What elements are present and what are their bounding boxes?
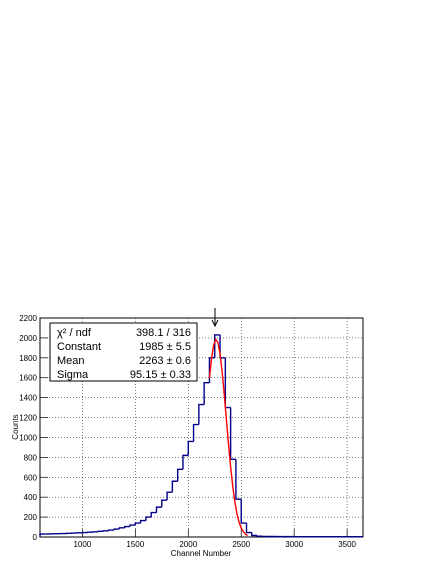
histogram-bin xyxy=(203,382,210,405)
x-tick-label: 1000 xyxy=(73,540,91,549)
stat-value: 1985 ± 5.5 xyxy=(139,341,191,353)
histogram-bin xyxy=(251,532,258,537)
x-axis-label: Channel Number xyxy=(171,549,232,558)
histogram-bin xyxy=(235,459,242,500)
y-tick-label: 400 xyxy=(24,493,38,502)
y-tick-label: 600 xyxy=(24,473,38,482)
y-tick-label: 200 xyxy=(24,513,38,522)
stat-box xyxy=(49,322,198,382)
histogram-bin xyxy=(166,491,173,501)
x-tick-label: 2500 xyxy=(232,540,250,549)
histogram-bin xyxy=(245,523,252,534)
x-tick-label: 3000 xyxy=(285,540,303,549)
stat-value: 95.15 ± 0.33 xyxy=(130,369,191,381)
histogram-bin xyxy=(124,525,131,528)
histogram-bin xyxy=(224,357,231,409)
histogram-bin xyxy=(187,440,194,456)
histogram-bin xyxy=(198,403,205,425)
histogram-bin xyxy=(108,529,115,531)
x-tick-label: 3500 xyxy=(338,540,356,549)
y-tick-label: 0 xyxy=(33,533,38,542)
stat-label: χ² / ndf xyxy=(57,327,92,339)
histogram-bin xyxy=(155,506,162,513)
plot-frame xyxy=(39,317,364,538)
histogram-bin xyxy=(161,499,168,508)
stat-label: Constant xyxy=(57,341,101,353)
histogram-bin xyxy=(240,499,247,524)
histogram-bin xyxy=(139,519,146,524)
peak-arrow xyxy=(211,308,219,328)
histogram-bin xyxy=(219,334,226,359)
histogram-bin xyxy=(39,533,46,537)
y-axis-label: Counts xyxy=(11,414,20,439)
histogram-bin xyxy=(118,527,125,530)
histogram-bin xyxy=(182,454,189,470)
histogram-bin xyxy=(214,334,221,358)
y-tick-label: 1400 xyxy=(19,394,37,403)
stat-value: 2263 ± 0.6 xyxy=(139,355,191,367)
histogram-bin xyxy=(256,535,263,537)
y-tick-label: 1800 xyxy=(19,354,37,363)
y-tick-label: 2200 xyxy=(19,314,37,323)
histogram-bin xyxy=(113,528,120,531)
histogram-bin xyxy=(129,524,136,527)
y-tick-label: 1200 xyxy=(19,414,37,423)
y-tick-label: 1000 xyxy=(19,433,37,442)
histogram-bin xyxy=(176,468,183,482)
stat-label: Sigma xyxy=(57,369,89,381)
histogram-bin xyxy=(192,423,199,442)
histogram-bin xyxy=(171,480,178,493)
histogram-bin xyxy=(134,522,141,526)
y-tick-label: 800 xyxy=(24,453,38,462)
y-tick-label: 2000 xyxy=(19,334,37,343)
histogram-bin xyxy=(229,407,236,461)
stat-label: Mean xyxy=(57,355,85,367)
x-tick-label: 2000 xyxy=(179,540,197,549)
x-tick-label: 1500 xyxy=(126,540,144,549)
fit-curve xyxy=(208,338,248,537)
histogram-bin xyxy=(150,511,157,518)
y-tick-label: 1600 xyxy=(19,374,37,383)
stat-value: 398.1 / 316 xyxy=(136,327,191,339)
histogram-bin xyxy=(145,516,152,521)
